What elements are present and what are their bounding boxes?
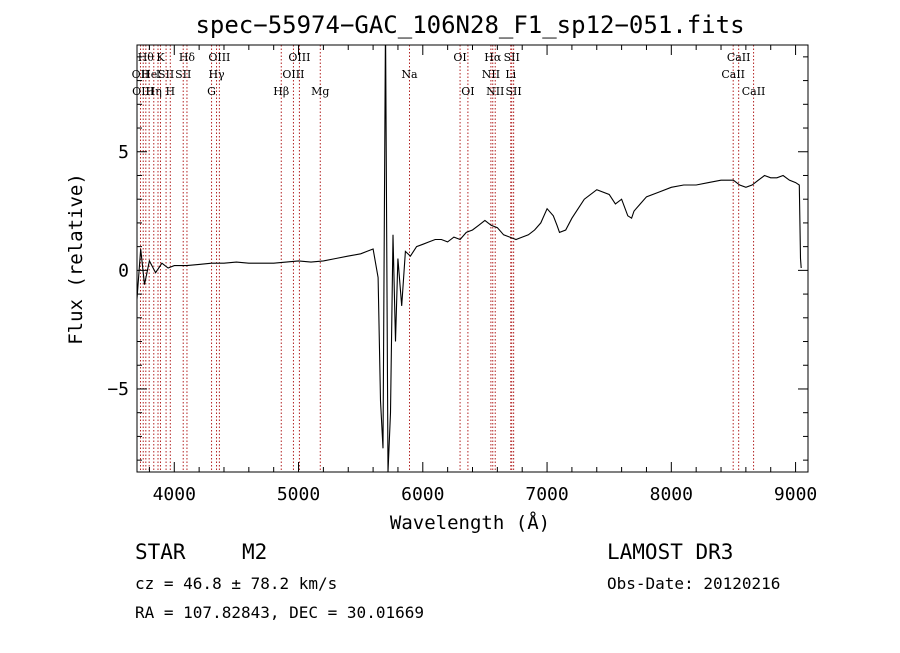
line-label-21: NII [482, 68, 500, 81]
object-class: STAR [135, 540, 186, 564]
line-label-24: Li [505, 68, 516, 81]
line-label-20: OI [461, 85, 474, 98]
x-tick-label: 9000 [774, 484, 817, 505]
x-tick-label: 7000 [525, 484, 568, 505]
plot-frame [137, 45, 808, 472]
y-tick-label: −5 [107, 379, 129, 400]
x-tick-label: 6000 [401, 484, 444, 505]
line-label-9: SII [175, 68, 191, 81]
line-label-16: OIII [288, 51, 310, 64]
x-tick-label: 8000 [650, 484, 693, 505]
line-label-23: NII [486, 85, 504, 98]
emission-line-labels: OIIOIIIHθHeHηIKSIIHSIIHδGHγOIIIHβOIIIOII… [132, 51, 766, 98]
line-label-29: CaII [742, 85, 766, 98]
line-label-7: SII [158, 68, 174, 81]
x-tick-label: 5000 [277, 484, 320, 505]
y-tick-label: 5 [118, 142, 129, 163]
line-label-14: Hβ [273, 85, 289, 98]
line-label-12: Hγ [208, 68, 225, 81]
line-label-4: Hη [146, 85, 162, 98]
y-axis: 5 0 −5 [107, 57, 808, 460]
line-label-8: H [166, 85, 176, 98]
line-label-15: OIII [282, 68, 304, 81]
x-axis-label: Wavelength (Å) [390, 511, 550, 534]
redshift-cz: cz = 46.8 ± 78.2 km/s [135, 574, 337, 593]
line-label-10: Hδ [179, 51, 196, 64]
line-label-28: CaII [727, 51, 751, 64]
line-label-3: He [141, 68, 157, 81]
survey-label: LAMOST DR3 [607, 540, 733, 564]
emission-line-markers [140, 45, 753, 472]
coordinates: RA = 107.82843, DEC = 30.01669 [135, 603, 424, 622]
line-label-11: G [207, 85, 216, 98]
line-label-2: Hθ [138, 51, 155, 64]
x-tick-label: 4000 [153, 484, 196, 505]
observation-date: Obs-Date: 20120216 [607, 574, 780, 593]
object-subclass: M2 [242, 540, 267, 564]
x-axis: 4000 5000 6000 7000 8000 9000 [149, 45, 817, 505]
line-label-25: SII [504, 51, 520, 64]
line-label-17: Mg [311, 85, 329, 98]
line-label-27: CaII [721, 68, 745, 81]
line-label-19: OI [453, 51, 466, 64]
y-tick-label: 0 [118, 260, 129, 281]
line-label-26: SII [506, 85, 522, 98]
line-label-6: K [156, 51, 165, 64]
line-label-13: OIII [208, 51, 230, 64]
chart-title: spec−55974−GAC_106N28_F1_sp12−051.fits [195, 11, 744, 39]
line-label-18: Na [401, 68, 418, 81]
line-label-22: Hα [484, 51, 502, 64]
y-axis-label: Flux (relative) [65, 173, 87, 345]
